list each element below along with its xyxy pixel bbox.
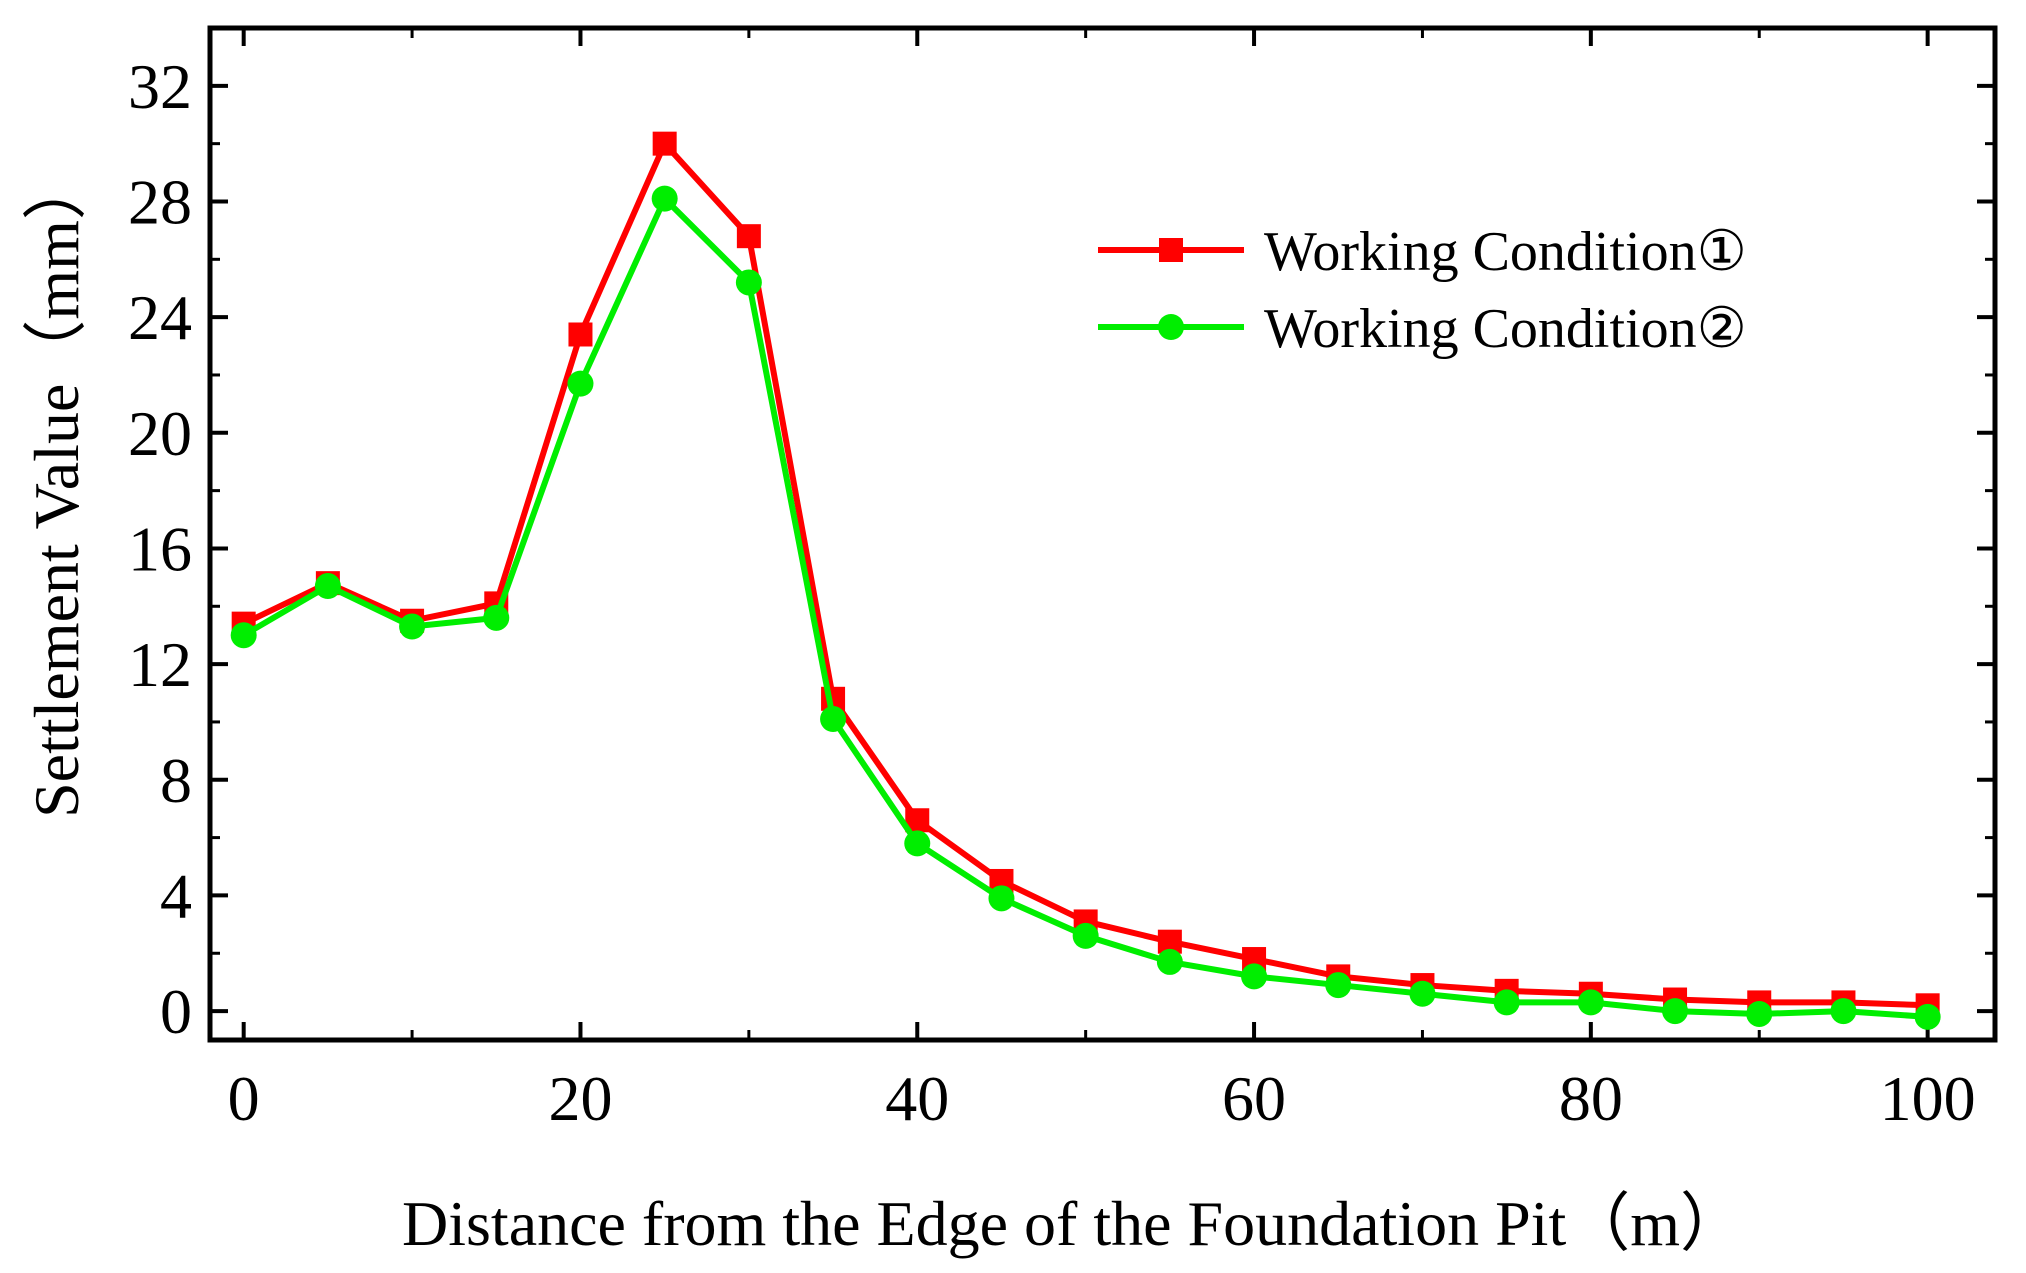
series-2-point [230,622,257,649]
series-2-point [1241,963,1268,990]
series-2-point [1830,998,1857,1025]
y-tick-label: 32 [128,51,192,122]
series-layer [230,131,1941,1030]
series-2-point [988,885,1015,912]
series-2-point [651,185,678,212]
series-2-point [904,830,931,857]
x-tick-label: 100 [1880,1063,1976,1134]
series-2-point [1072,922,1099,949]
series-2-point [567,370,594,397]
legend: Working Condition① Working Condition② [1098,221,1747,360]
y-tick-label: 28 [128,166,192,237]
plot-border [207,25,1998,1043]
y-tick-label: 16 [128,513,192,584]
series-2-point [1156,948,1183,975]
y-tick-label: 12 [128,629,192,700]
x-tick-label: 60 [1222,1063,1286,1134]
series-2-point [483,604,510,631]
series-1-point [736,224,761,249]
series-2-point [820,706,847,733]
series-2-point [1325,972,1352,999]
series-1-point [652,131,677,156]
x-tick-label: 20 [548,1063,612,1134]
series-2-point [1662,998,1689,1025]
y-axis-title: Settlement Value（mm） [21,156,92,818]
legend-label: Working Condition② [1264,298,1747,360]
y-tick-label: 24 [128,282,192,353]
legend-label: Working Condition① [1264,221,1747,283]
x-axis-title: Distance from the Edge of the Foundation… [402,1188,1744,1259]
series-2-point [399,613,426,640]
x-tick-label: 0 [228,1063,260,1134]
y-tick-label: 0 [160,976,192,1047]
y-tick-label: 20 [128,398,192,469]
series-1 [231,131,1940,1018]
legend-item-1: Working Condition① [1098,221,1747,283]
y-tick-label: 8 [160,745,192,816]
legend-marker [1158,314,1184,340]
series-2 [230,185,1941,1030]
plot-frame [207,25,1998,1043]
y-axis: 0 4 8 12 16 20 24 28 32 [128,51,1995,1047]
x-tick-label: 80 [1559,1063,1623,1134]
x-tick-label: 40 [885,1063,949,1134]
legend-marker [1159,238,1183,262]
legend-item-2: Working Condition② [1098,298,1747,360]
series-2-point [735,269,762,296]
series-2-point [314,573,341,600]
y-tick-label: 4 [160,860,192,931]
series-2-point [1914,1003,1941,1030]
series-2-point [1493,989,1520,1016]
series-1-point [568,322,593,347]
x-axis: 0 20 40 60 80 100 [228,28,1976,1134]
series-2-point [1577,989,1604,1016]
series-2-point [1746,1000,1773,1027]
series-2-point [1409,980,1436,1007]
